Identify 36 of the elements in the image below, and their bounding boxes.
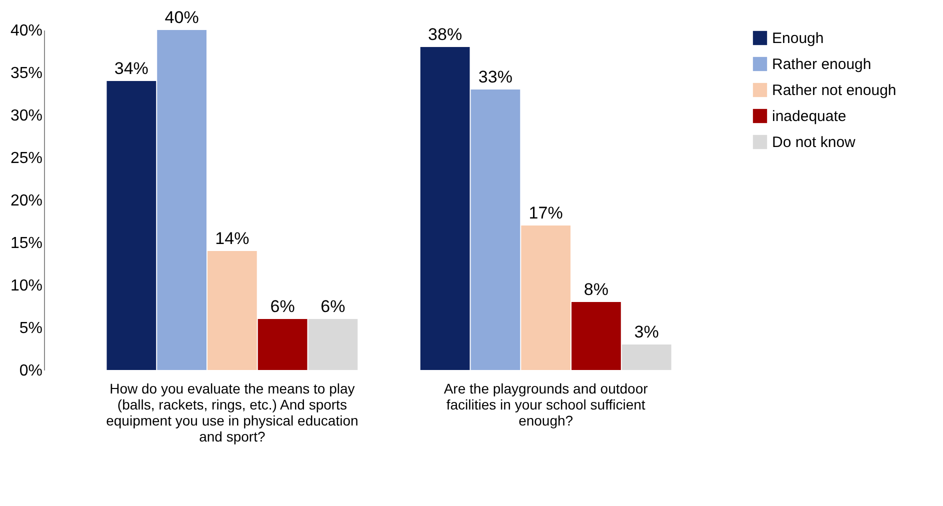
legend-label: Do not know: [772, 134, 856, 151]
data-label: 6%: [270, 297, 295, 316]
legend-label: Enough: [772, 30, 824, 47]
bar: [470, 90, 520, 370]
data-label: 14%: [215, 229, 250, 248]
x-tick-label: How do you evaluate the means to play (balls, rackets, rings, etc.) And sports equipment you use in physical education and sport?: [106, 380, 358, 444]
data-label: 8%: [584, 280, 608, 299]
data-label: 6%: [320, 297, 346, 316]
y-tick-label: 40%: [10, 22, 42, 40]
data-label: 38%: [428, 25, 462, 44]
bar: [622, 344, 672, 370]
y-tick-label: 15%: [10, 235, 42, 252]
bar: [420, 47, 470, 370]
bar: [157, 30, 206, 370]
data-label: 33%: [478, 68, 512, 86]
data-label: 17%: [528, 204, 563, 222]
bar: [572, 302, 621, 370]
legend-label: Rather not enough: [772, 82, 896, 99]
legend-label: Rather enough: [772, 56, 872, 73]
bar: [258, 319, 308, 370]
x-tick-label: Are the playgrounds and outdoor facilities in your school sufficient enough?: [444, 380, 648, 428]
y-tick-label: 20%: [10, 192, 42, 210]
y-tick-label: 35%: [10, 65, 42, 82]
y-tick-label: 5%: [19, 320, 42, 337]
bar: [106, 81, 156, 370]
legend-label: inadequate: [772, 108, 846, 125]
y-tick-label: 10%: [10, 278, 42, 294]
bar: [308, 319, 358, 370]
y-tick-label: 0%: [19, 362, 42, 380]
y-tick-label: 25%: [10, 150, 42, 167]
y-tick-label: 30%: [10, 108, 42, 124]
bar: [207, 251, 257, 370]
bar: [521, 226, 571, 370]
data-label: 40%: [164, 8, 199, 27]
data-label: 3%: [634, 322, 659, 342]
data-label: 34%: [114, 59, 148, 78]
